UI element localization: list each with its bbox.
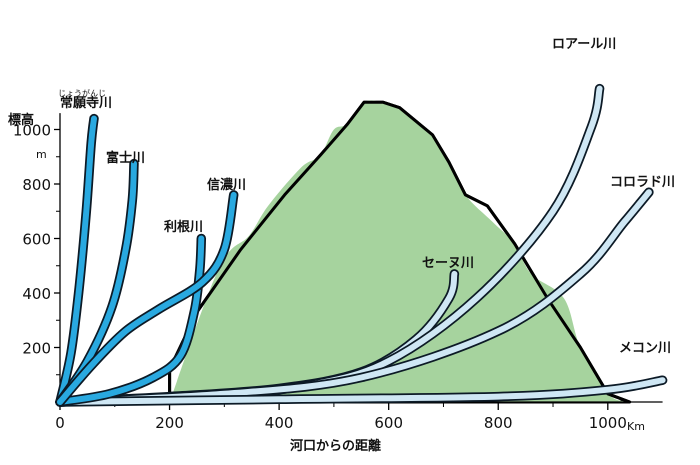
river-line: [55, 158, 139, 407]
series-label: 富士川: [106, 150, 145, 166]
x-tick-label: 400: [265, 414, 294, 432]
x-tick-label: 1000: [589, 414, 627, 432]
x-tick-label: 0: [55, 414, 65, 432]
series-label: コロラド川: [610, 175, 675, 190]
river-line-fill: [57, 160, 137, 405]
y-tick-label: 800: [22, 176, 51, 194]
y-tick-label: 1000: [13, 122, 51, 140]
y-axis-unit: m: [36, 148, 47, 161]
series-label-ruby: じょうがんじ: [58, 88, 106, 98]
x-axis-title: 河口からの距離: [290, 438, 381, 454]
y-tick-label: 400: [22, 285, 51, 303]
series-label: 信濃川: [207, 177, 246, 193]
y-tick-label: 200: [22, 340, 51, 358]
series-label: 常願寺川: [60, 95, 112, 111]
river-line-fill: [57, 191, 237, 405]
x-axis-unit: Km: [627, 420, 645, 433]
river-line: [55, 113, 99, 407]
river-line: [55, 190, 239, 407]
x-tick-label: 200: [155, 414, 184, 432]
x-tick-label: 800: [484, 414, 513, 432]
river-line-fill: [57, 377, 666, 405]
river-line: [55, 233, 207, 407]
river-line-fill: [57, 235, 205, 405]
y-axis-title: 標高: [8, 112, 34, 128]
series-label: メコン川: [619, 341, 671, 356]
x-tick-label: 600: [374, 414, 403, 432]
river-line-fill: [57, 115, 97, 405]
series-label: ロアール川: [552, 37, 616, 52]
river-series: [55, 83, 668, 407]
river-line: [55, 375, 668, 407]
series-label: セーヌ川: [422, 256, 474, 271]
y-tick-label: 600: [22, 231, 51, 249]
river-line: [55, 187, 654, 407]
series-label: 利根川: [164, 219, 203, 235]
river-line-fill: [57, 189, 652, 405]
